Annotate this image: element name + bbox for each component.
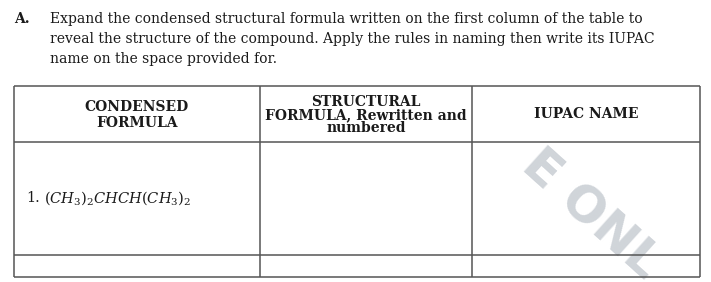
Text: IUPAC NAME: IUPAC NAME bbox=[534, 107, 638, 121]
Text: FORMULA, Rewritten and: FORMULA, Rewritten and bbox=[265, 108, 466, 122]
Text: CONDENSED: CONDENSED bbox=[85, 100, 189, 114]
Text: FORMULA: FORMULA bbox=[96, 116, 178, 130]
Text: numbered: numbered bbox=[326, 121, 406, 135]
Text: STRUCTURAL: STRUCTURAL bbox=[311, 95, 421, 109]
Text: A.: A. bbox=[14, 12, 30, 26]
Text: $(CH_3)_2CHCH(CH_3)_2$: $(CH_3)_2CHCH(CH_3)_2$ bbox=[44, 190, 191, 207]
Text: E ONL: E ONL bbox=[513, 140, 670, 282]
Text: 1.: 1. bbox=[26, 191, 40, 206]
Text: Expand the condensed structural formula written on the first column of the table: Expand the condensed structural formula … bbox=[50, 12, 655, 66]
